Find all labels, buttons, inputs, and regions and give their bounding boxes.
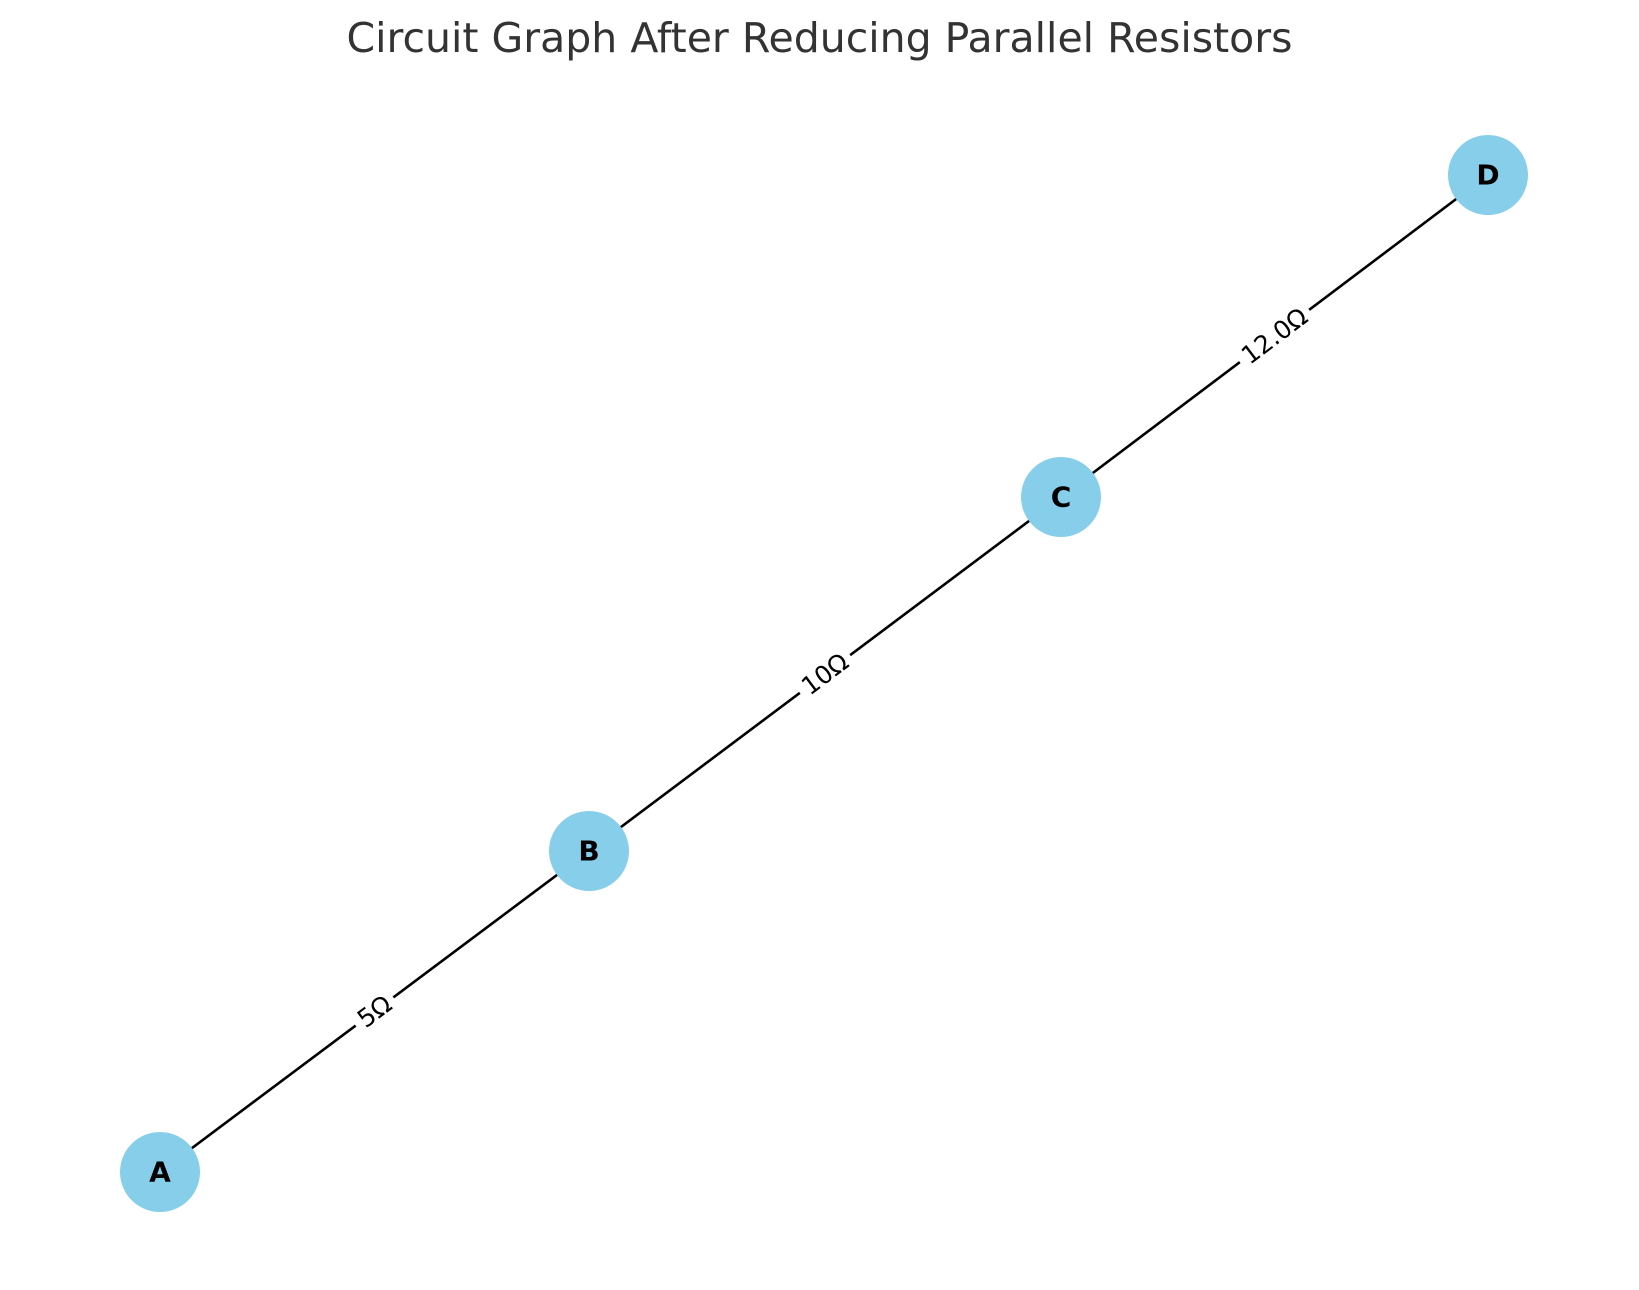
edge-label-group: 5Ω xyxy=(346,985,403,1038)
node-label-b: B xyxy=(578,835,599,868)
node-b xyxy=(549,811,629,891)
diagram-title: Circuit Graph After Reducing Parallel Re… xyxy=(346,14,1293,62)
node-label-d: D xyxy=(1476,159,1499,192)
edge-label-background xyxy=(1230,297,1319,375)
edges-layer: 5Ω 10Ω 12.0Ω xyxy=(159,173,1489,1174)
edge-label-group: 10Ω xyxy=(790,643,860,705)
edge-label-background xyxy=(790,643,860,705)
node-label-a: A xyxy=(149,1156,171,1189)
edge-label-group: 12.0Ω xyxy=(1230,297,1319,375)
node-c xyxy=(1021,457,1101,537)
node-a xyxy=(120,1132,200,1212)
nodes-layer: A B C D xyxy=(120,135,1528,1212)
node-d xyxy=(1448,135,1528,215)
node-label-c: C xyxy=(1051,481,1072,514)
edge-label-background xyxy=(346,985,403,1038)
edge-label: 12.0Ω xyxy=(1236,302,1313,370)
